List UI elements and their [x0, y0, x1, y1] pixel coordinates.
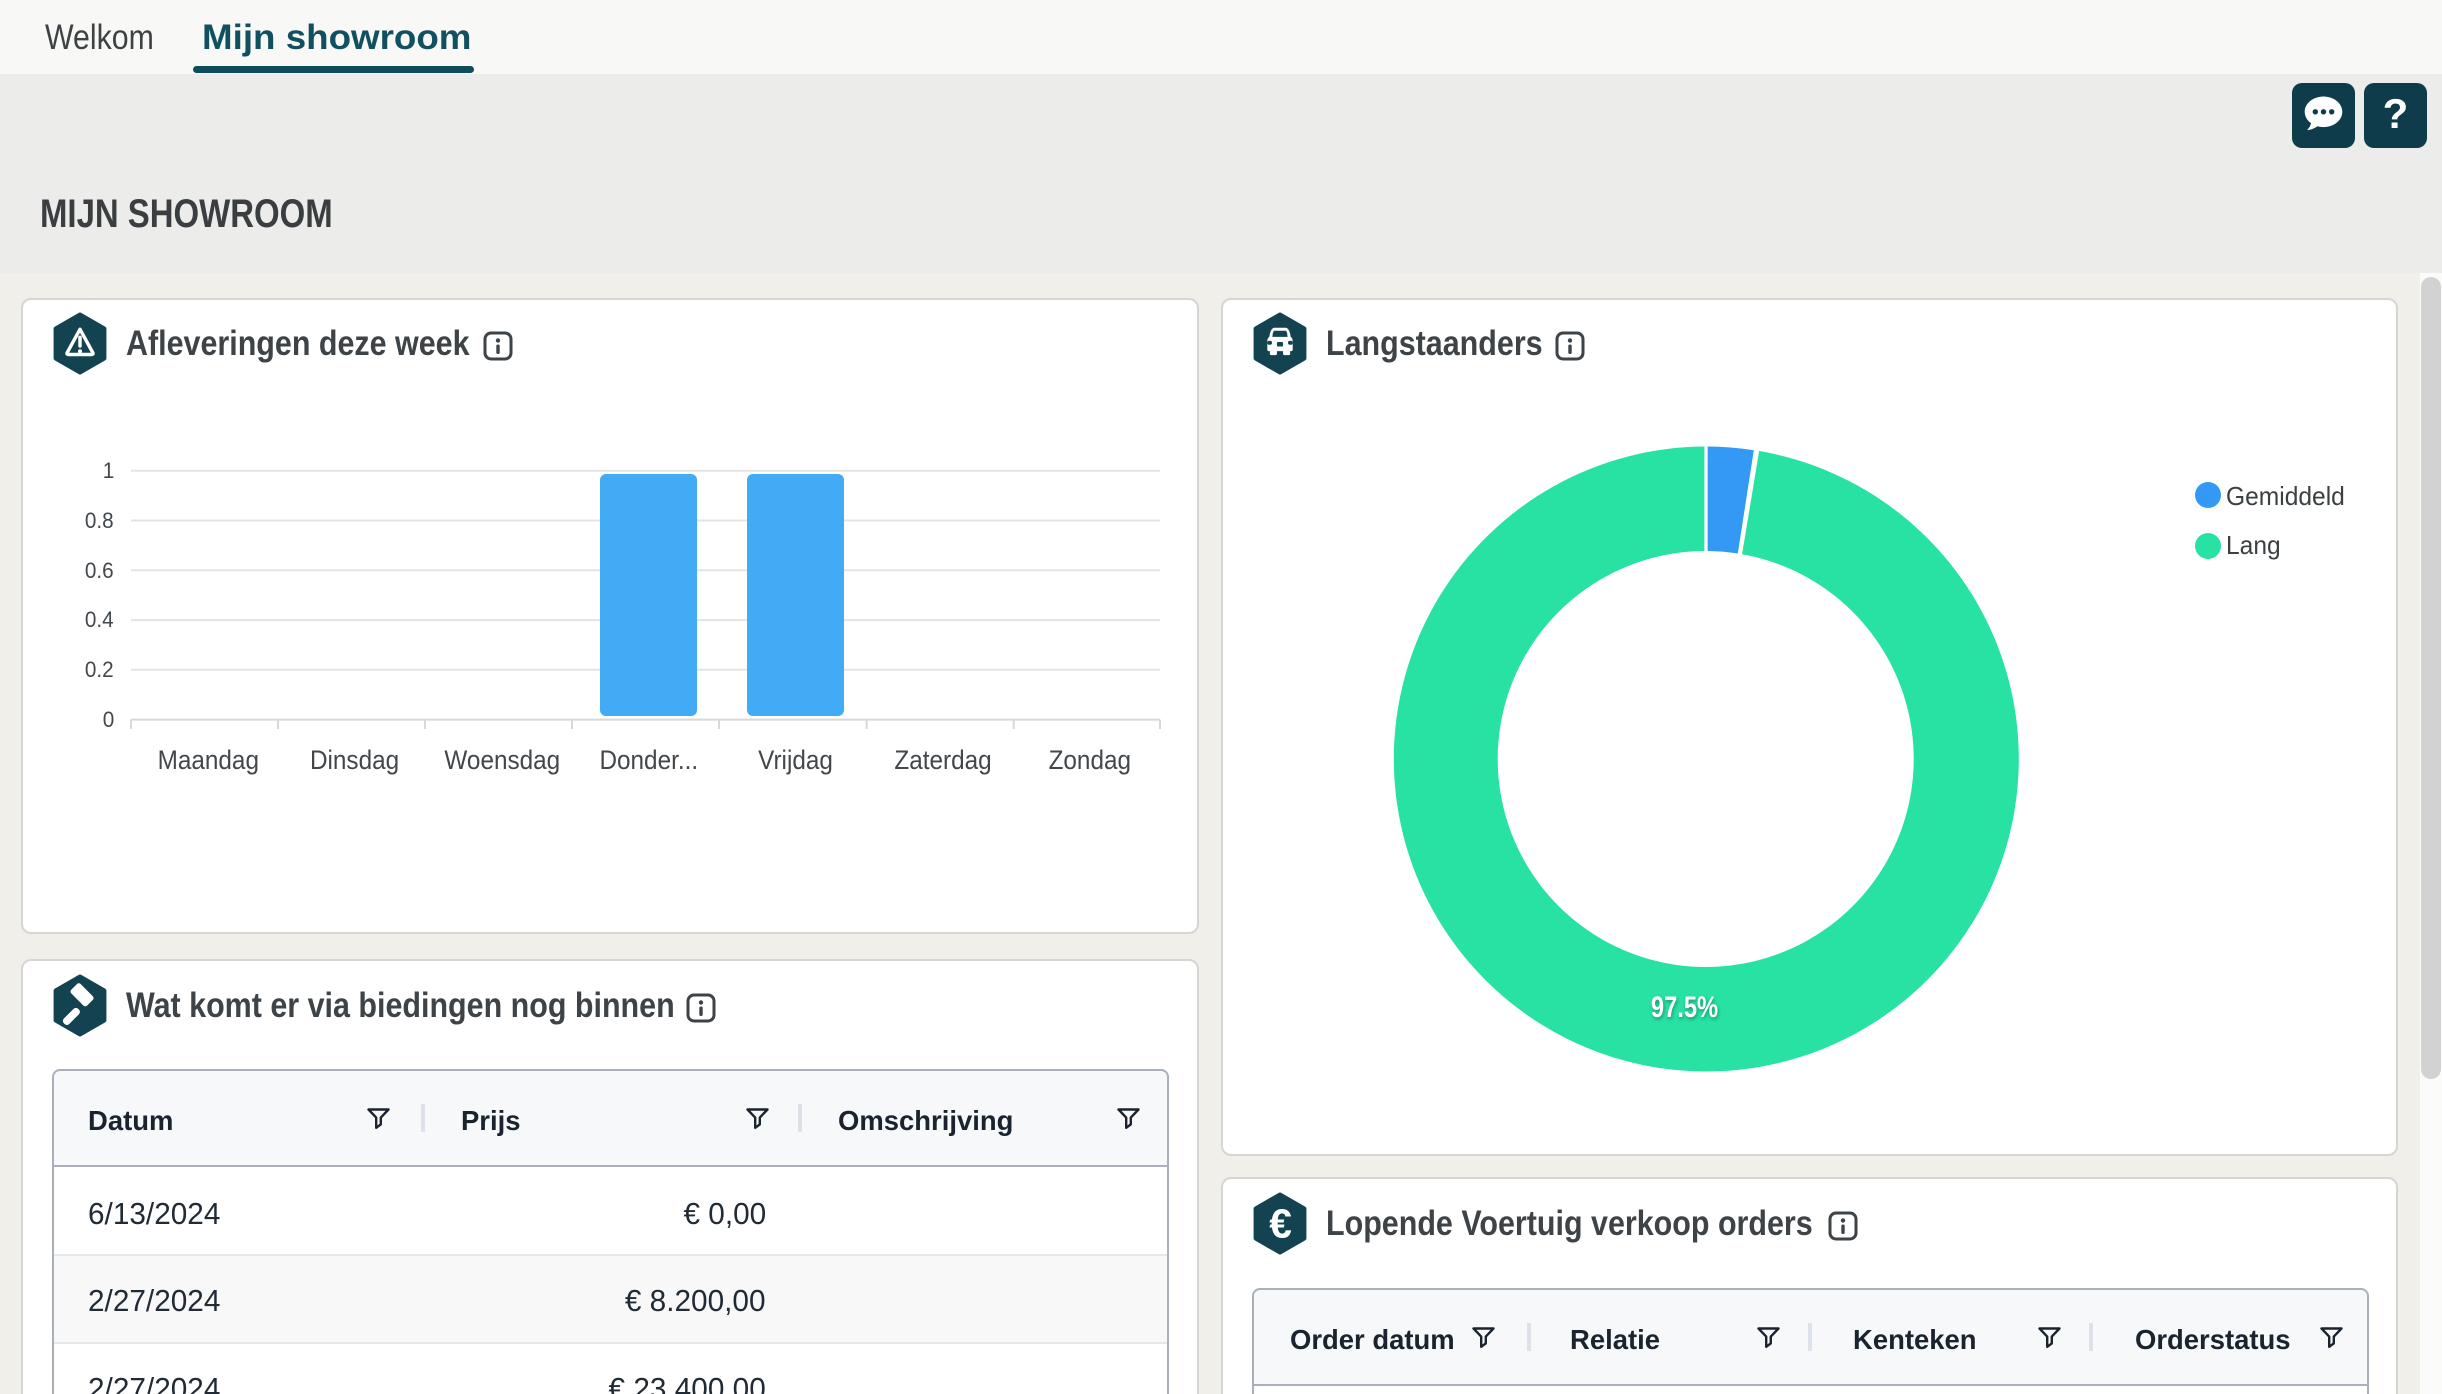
svg-text:€: €: [1269, 1201, 1292, 1247]
